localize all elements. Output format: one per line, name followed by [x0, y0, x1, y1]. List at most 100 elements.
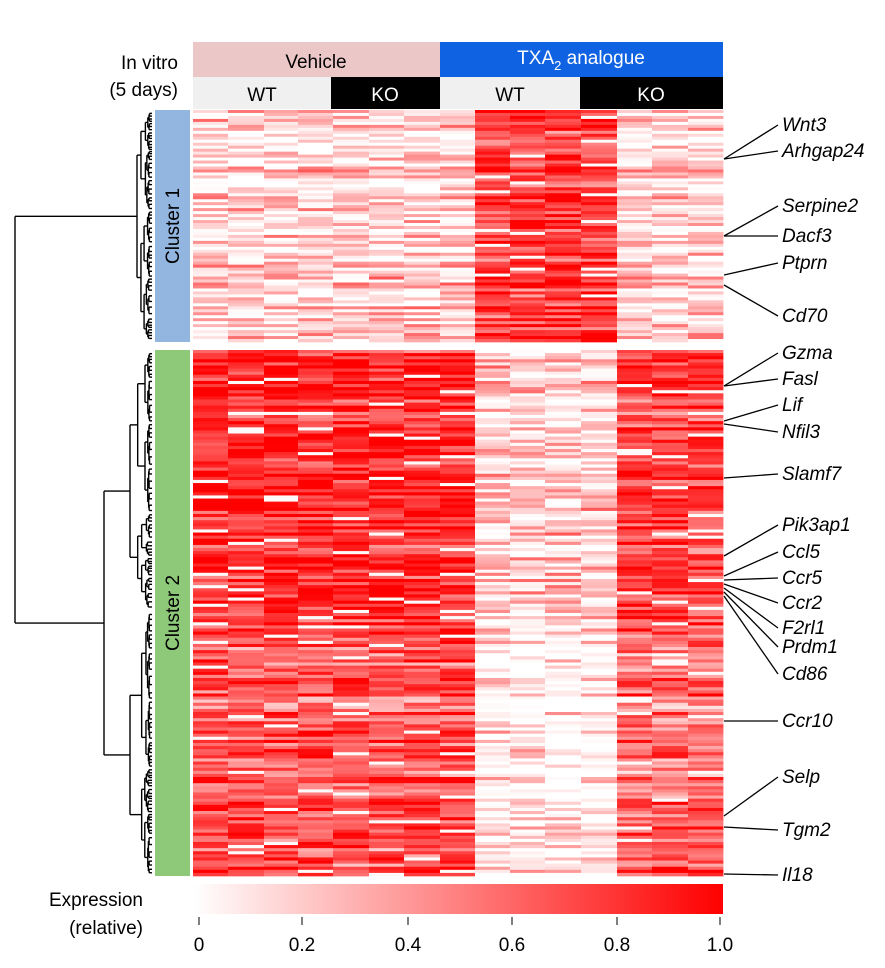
heatmap-cell — [688, 835, 724, 840]
heatmap-cell — [652, 178, 689, 182]
heatmap-cell — [440, 267, 476, 271]
heatmap-cell — [581, 758, 618, 762]
heatmap-cell — [298, 684, 334, 688]
heatmap-cell — [510, 535, 546, 540]
heatmap-cell — [369, 184, 405, 188]
heatmap-cell — [688, 418, 724, 422]
heatmap-cell — [404, 172, 441, 176]
heatmap-cell — [510, 501, 546, 506]
heatmap-cell — [688, 439, 724, 444]
heatmap-cell — [617, 814, 653, 818]
heatmap-cell — [404, 486, 441, 490]
heatmap-cell — [404, 479, 441, 484]
heatmap-cell — [298, 297, 334, 301]
gene-label: Ccr10 — [782, 711, 833, 732]
heatmap-cell — [475, 863, 511, 868]
heatmap-cell — [475, 594, 511, 598]
heatmap-cell — [581, 730, 618, 735]
heatmap-cell — [264, 291, 299, 295]
heatmap-cell — [333, 380, 370, 385]
heatmap-cell — [440, 492, 476, 496]
heatmap-cell — [440, 166, 476, 170]
heatmap-cell — [264, 324, 299, 328]
heatmap-cell — [440, 783, 476, 787]
heatmap-cell — [545, 377, 582, 382]
heatmap-cell — [440, 202, 476, 206]
heatmap-cell — [440, 112, 476, 117]
heatmap-cell — [369, 823, 405, 827]
heatmap-cell — [333, 430, 370, 434]
colorbar-tick-label: 1.0 — [707, 935, 733, 956]
heatmap-cell — [404, 148, 441, 152]
heatmap-cell — [475, 668, 511, 673]
heatmap-cell — [475, 826, 511, 830]
heatmap-cell — [617, 433, 653, 437]
heatmap-cell — [510, 752, 546, 756]
heatmap-cell — [688, 631, 724, 635]
heatmap-cell — [193, 848, 229, 852]
heatmap-cell — [688, 671, 724, 676]
heatmap-cell — [652, 569, 689, 574]
heatmap-cell — [369, 817, 405, 821]
heatmap-cell — [369, 479, 405, 484]
heatmap-cell — [369, 520, 405, 524]
genotype-label-txa2-ko: KO — [637, 85, 664, 106]
heatmap-cell — [440, 169, 476, 173]
heatmap-cell — [193, 693, 229, 697]
heatmap-cell — [369, 421, 405, 425]
heatmap-cell — [333, 575, 370, 580]
heatmap-cell — [264, 532, 299, 536]
treatment-label-txa2: TXA2 analogue — [517, 48, 645, 73]
heatmap-cell — [440, 452, 476, 456]
heatmap-cell — [440, 498, 476, 502]
heatmap-cell — [333, 684, 370, 688]
heatmap-cell — [298, 414, 334, 419]
heatmap-cell — [404, 255, 441, 260]
heatmap-cell — [510, 124, 546, 129]
heatmap-cell — [581, 211, 618, 215]
heatmap-cell — [193, 133, 229, 138]
heatmap-cell — [617, 124, 653, 129]
heatmap-cell — [228, 166, 265, 170]
heatmap-cell — [404, 402, 441, 407]
heatmap-cell — [333, 764, 370, 769]
heatmap-cell — [545, 276, 582, 280]
heatmap-cell — [475, 249, 511, 254]
heatmap-cell — [510, 693, 546, 697]
heatmap-cell — [510, 628, 546, 632]
heatmap-cell — [688, 255, 724, 260]
heatmap-cell — [264, 255, 299, 260]
heatmap-cell — [510, 721, 546, 725]
heatmap-cell — [688, 139, 724, 144]
heatmap-cell — [510, 279, 546, 283]
heatmap-cell — [333, 473, 370, 478]
heatmap-cell — [545, 860, 582, 864]
heatmap-cell — [404, 755, 441, 759]
heatmap-cell — [545, 569, 582, 574]
heatmap-cell — [581, 458, 618, 462]
heatmap-cell — [333, 780, 370, 784]
heatmap-cell — [617, 246, 653, 251]
heatmap-cell — [298, 270, 334, 274]
heatmap-cell — [264, 674, 299, 679]
heatmap-cell — [617, 826, 653, 830]
heatmap-cell — [193, 142, 229, 147]
heatmap-cell — [298, 458, 334, 462]
heatmap-cell — [228, 783, 265, 787]
heatmap-cell — [510, 461, 546, 465]
heatmap-cell — [581, 789, 618, 793]
heatmap-cell — [440, 507, 476, 512]
heatmap-cell — [652, 356, 689, 360]
heatmap-cell — [404, 860, 441, 864]
heatmap-cell — [369, 659, 405, 663]
heatmap-cell — [193, 476, 229, 481]
heatmap-cell — [193, 517, 229, 521]
heatmap-cell — [440, 151, 476, 155]
heatmap-cell — [475, 677, 511, 682]
heatmap-cell — [193, 387, 229, 391]
heatmap-cell — [652, 467, 689, 472]
heatmap-cell — [369, 708, 405, 713]
heatmap-cell — [333, 249, 370, 254]
heatmap-cell — [298, 424, 334, 428]
heatmap-cell — [440, 264, 476, 268]
